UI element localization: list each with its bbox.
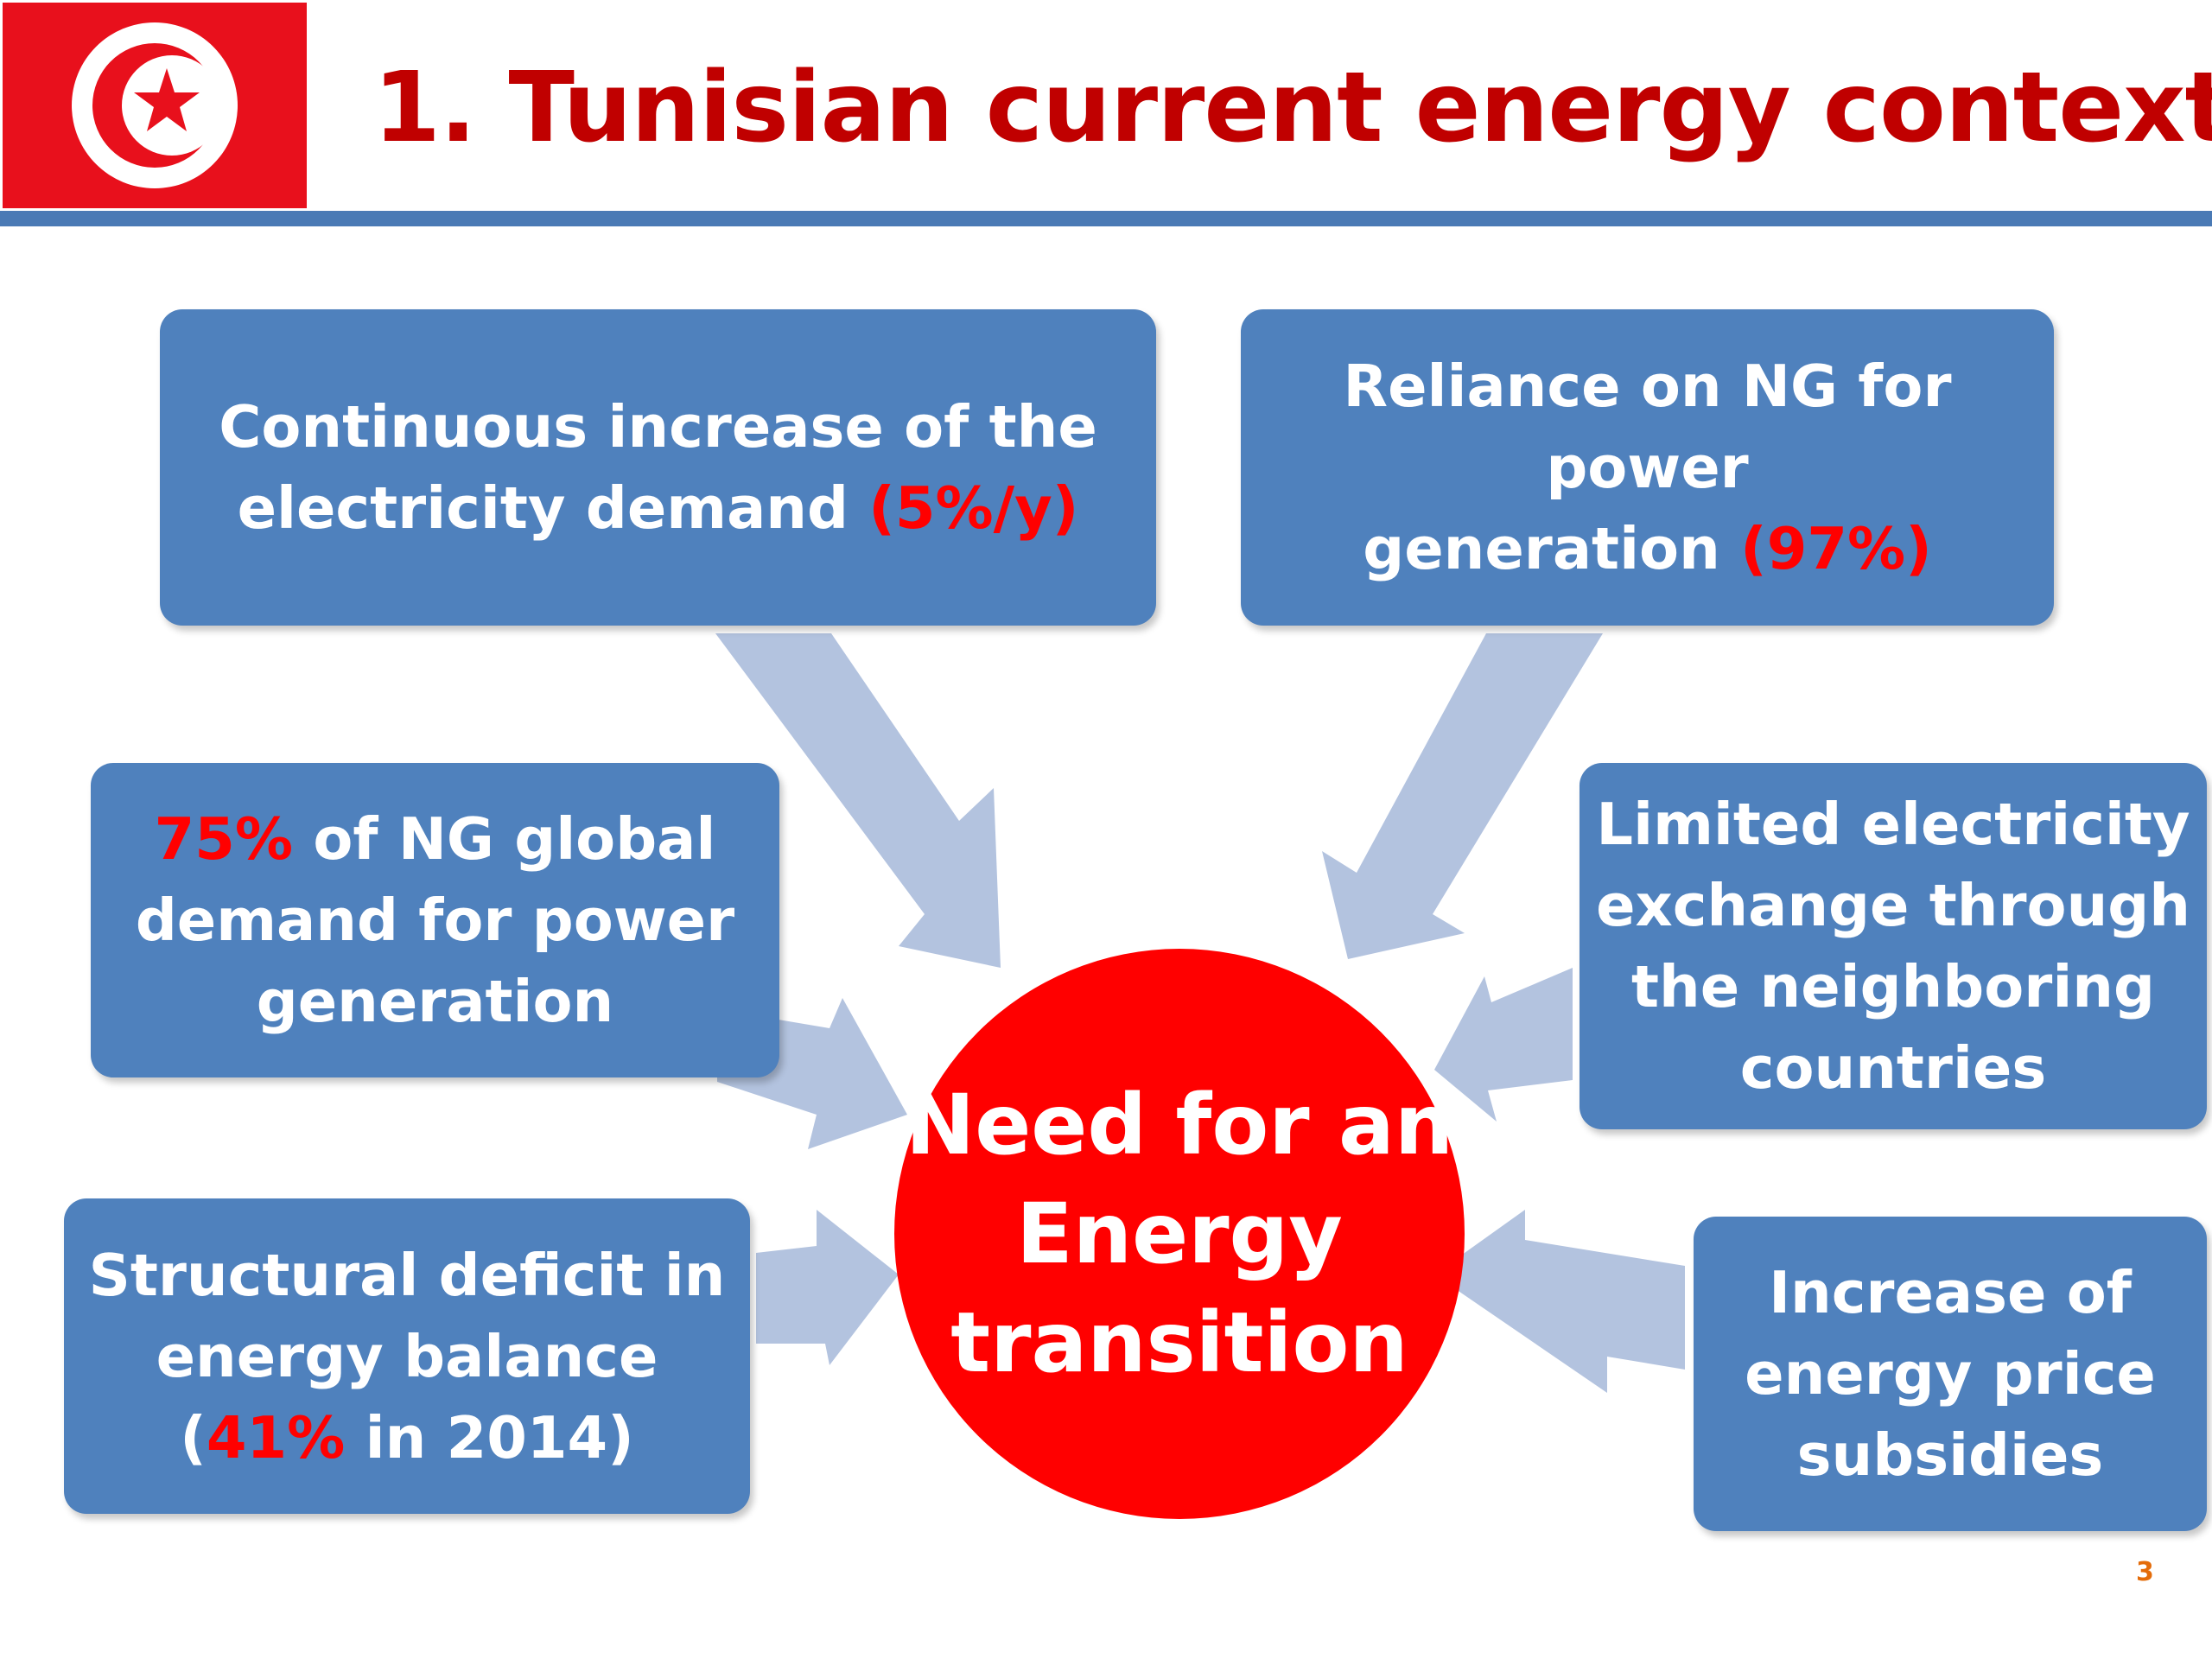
- factor-exchange-box: Limited electricity exchange through the…: [1580, 763, 2207, 1129]
- energy-transition-circle: Need for an Energy transition: [894, 949, 1465, 1519]
- arrow-subsidies: [1434, 1210, 1685, 1393]
- center-line3: transition: [950, 1294, 1408, 1391]
- page-number: 3: [2136, 1557, 2154, 1587]
- factor-ng-share-line1: of NG global: [293, 805, 716, 873]
- factor-demand-line2: electricity demand: [237, 474, 869, 542]
- factor-exchange-line2: exchange through: [1596, 872, 2190, 939]
- factor-deficit-paren: (: [180, 1403, 207, 1471]
- factor-deficit-line3: in 2014): [345, 1403, 634, 1471]
- factor-deficit-box: Structural deficit in energy balance (41…: [64, 1198, 750, 1514]
- factor-reliance-value: (97%): [1740, 515, 1932, 582]
- arrow-demand: [715, 633, 1001, 968]
- factor-demand-value: (5%/y): [868, 474, 1079, 542]
- factor-exchange-line4: countries: [1739, 1034, 2047, 1102]
- factor-ng-share-value: 75%: [154, 805, 294, 873]
- factor-ng-share-box: 75% of NG global demand for power genera…: [91, 763, 779, 1077]
- factor-ng-share-line3: generation: [256, 968, 614, 1035]
- tunisia-flag: [3, 3, 307, 208]
- arrow-exchange: [1434, 968, 1573, 1122]
- factor-reliance-line1: Reliance on NG for power: [1343, 353, 1952, 501]
- factor-subsidies-line1: Increase of: [1769, 1259, 2132, 1326]
- title-underline: [0, 211, 2212, 226]
- factor-deficit-line2: energy balance: [156, 1322, 658, 1390]
- factor-subsidies-line3: subsidies: [1796, 1421, 2104, 1489]
- factor-ng-share-line2: demand for power: [135, 887, 735, 954]
- factor-subsidies-line2: energy price: [1745, 1340, 2156, 1408]
- factor-reliance-box: Reliance on NG for power generation (97%…: [1241, 309, 2054, 626]
- center-line2: Energy: [1016, 1185, 1343, 1282]
- arrow-deficit: [756, 1210, 899, 1365]
- slide-title: 1. Tunisian current energy context: [373, 52, 2212, 164]
- factor-reliance-line2: generation: [1363, 515, 1741, 582]
- factor-exchange-line1: Limited electricity: [1596, 791, 2190, 858]
- factor-exchange-line3: the neighboring: [1631, 953, 2155, 1020]
- factor-demand-box: Continuous increase of the electricity d…: [160, 309, 1156, 626]
- factor-demand-line1: Continuous increase of the: [219, 393, 1097, 461]
- tunisia-flag-icon: [72, 22, 238, 188]
- arrow-reliance: [1322, 633, 1603, 959]
- factor-subsidies-box: Increase of energy price subsidies: [1694, 1217, 2207, 1531]
- center-line1: Need for an: [905, 1077, 1454, 1173]
- factor-deficit-value: 41%: [206, 1403, 346, 1471]
- factor-deficit-line1: Structural deficit in: [88, 1241, 726, 1309]
